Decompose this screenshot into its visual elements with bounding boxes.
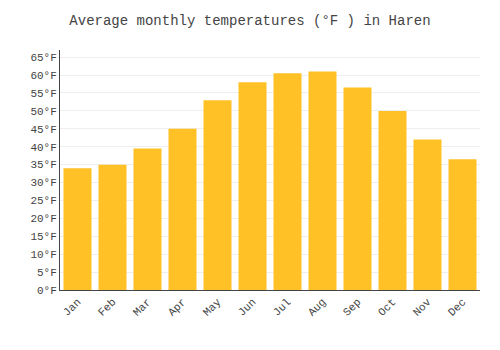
svg-text:30°F: 30°F [30,177,56,189]
svg-text:Mar: Mar [131,296,153,318]
svg-text:20°F: 20°F [30,213,56,225]
svg-text:10°F: 10°F [30,249,56,261]
svg-text:50°F: 50°F [30,106,56,118]
svg-text:40°F: 40°F [30,142,56,154]
svg-text:55°F: 55°F [30,88,56,100]
svg-text:Jul: Jul [271,296,293,318]
svg-text:5°F: 5°F [37,267,57,279]
svg-text:35°F: 35°F [30,159,56,171]
svg-text:Apr: Apr [166,296,188,318]
svg-text:0°F: 0°F [37,285,57,297]
svg-text:60°F: 60°F [30,70,56,82]
svg-text:Sep: Sep [341,296,363,318]
svg-text:Dec: Dec [446,296,468,318]
svg-text:Aug: Aug [306,296,328,318]
svg-text:May: May [201,296,224,319]
svg-text:15°F: 15°F [30,231,56,243]
svg-text:Average monthly temperatures (: Average monthly temperatures (°F ) in Ha… [69,13,430,29]
svg-text:Nov: Nov [411,296,434,319]
svg-text:Oct: Oct [376,296,398,318]
svg-text:Jun: Jun [236,296,258,318]
svg-text:Jan: Jan [61,296,83,318]
svg-text:45°F: 45°F [30,124,56,136]
svg-text:Feb: Feb [96,296,118,318]
svg-text:25°F: 25°F [30,195,56,207]
svg-text:65°F: 65°F [30,52,56,64]
